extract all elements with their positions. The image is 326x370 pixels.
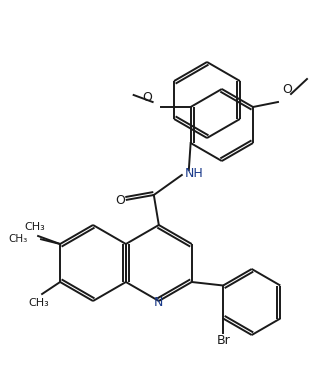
Text: CH₃: CH₃ bbox=[25, 222, 45, 232]
Text: O: O bbox=[143, 91, 153, 104]
Text: CH₃: CH₃ bbox=[9, 234, 28, 244]
Text: Br: Br bbox=[216, 334, 230, 347]
Text: N: N bbox=[154, 296, 164, 309]
Text: O: O bbox=[282, 83, 292, 95]
Text: CH₃: CH₃ bbox=[29, 298, 50, 308]
Text: O: O bbox=[115, 194, 125, 206]
Text: NH: NH bbox=[185, 166, 203, 179]
